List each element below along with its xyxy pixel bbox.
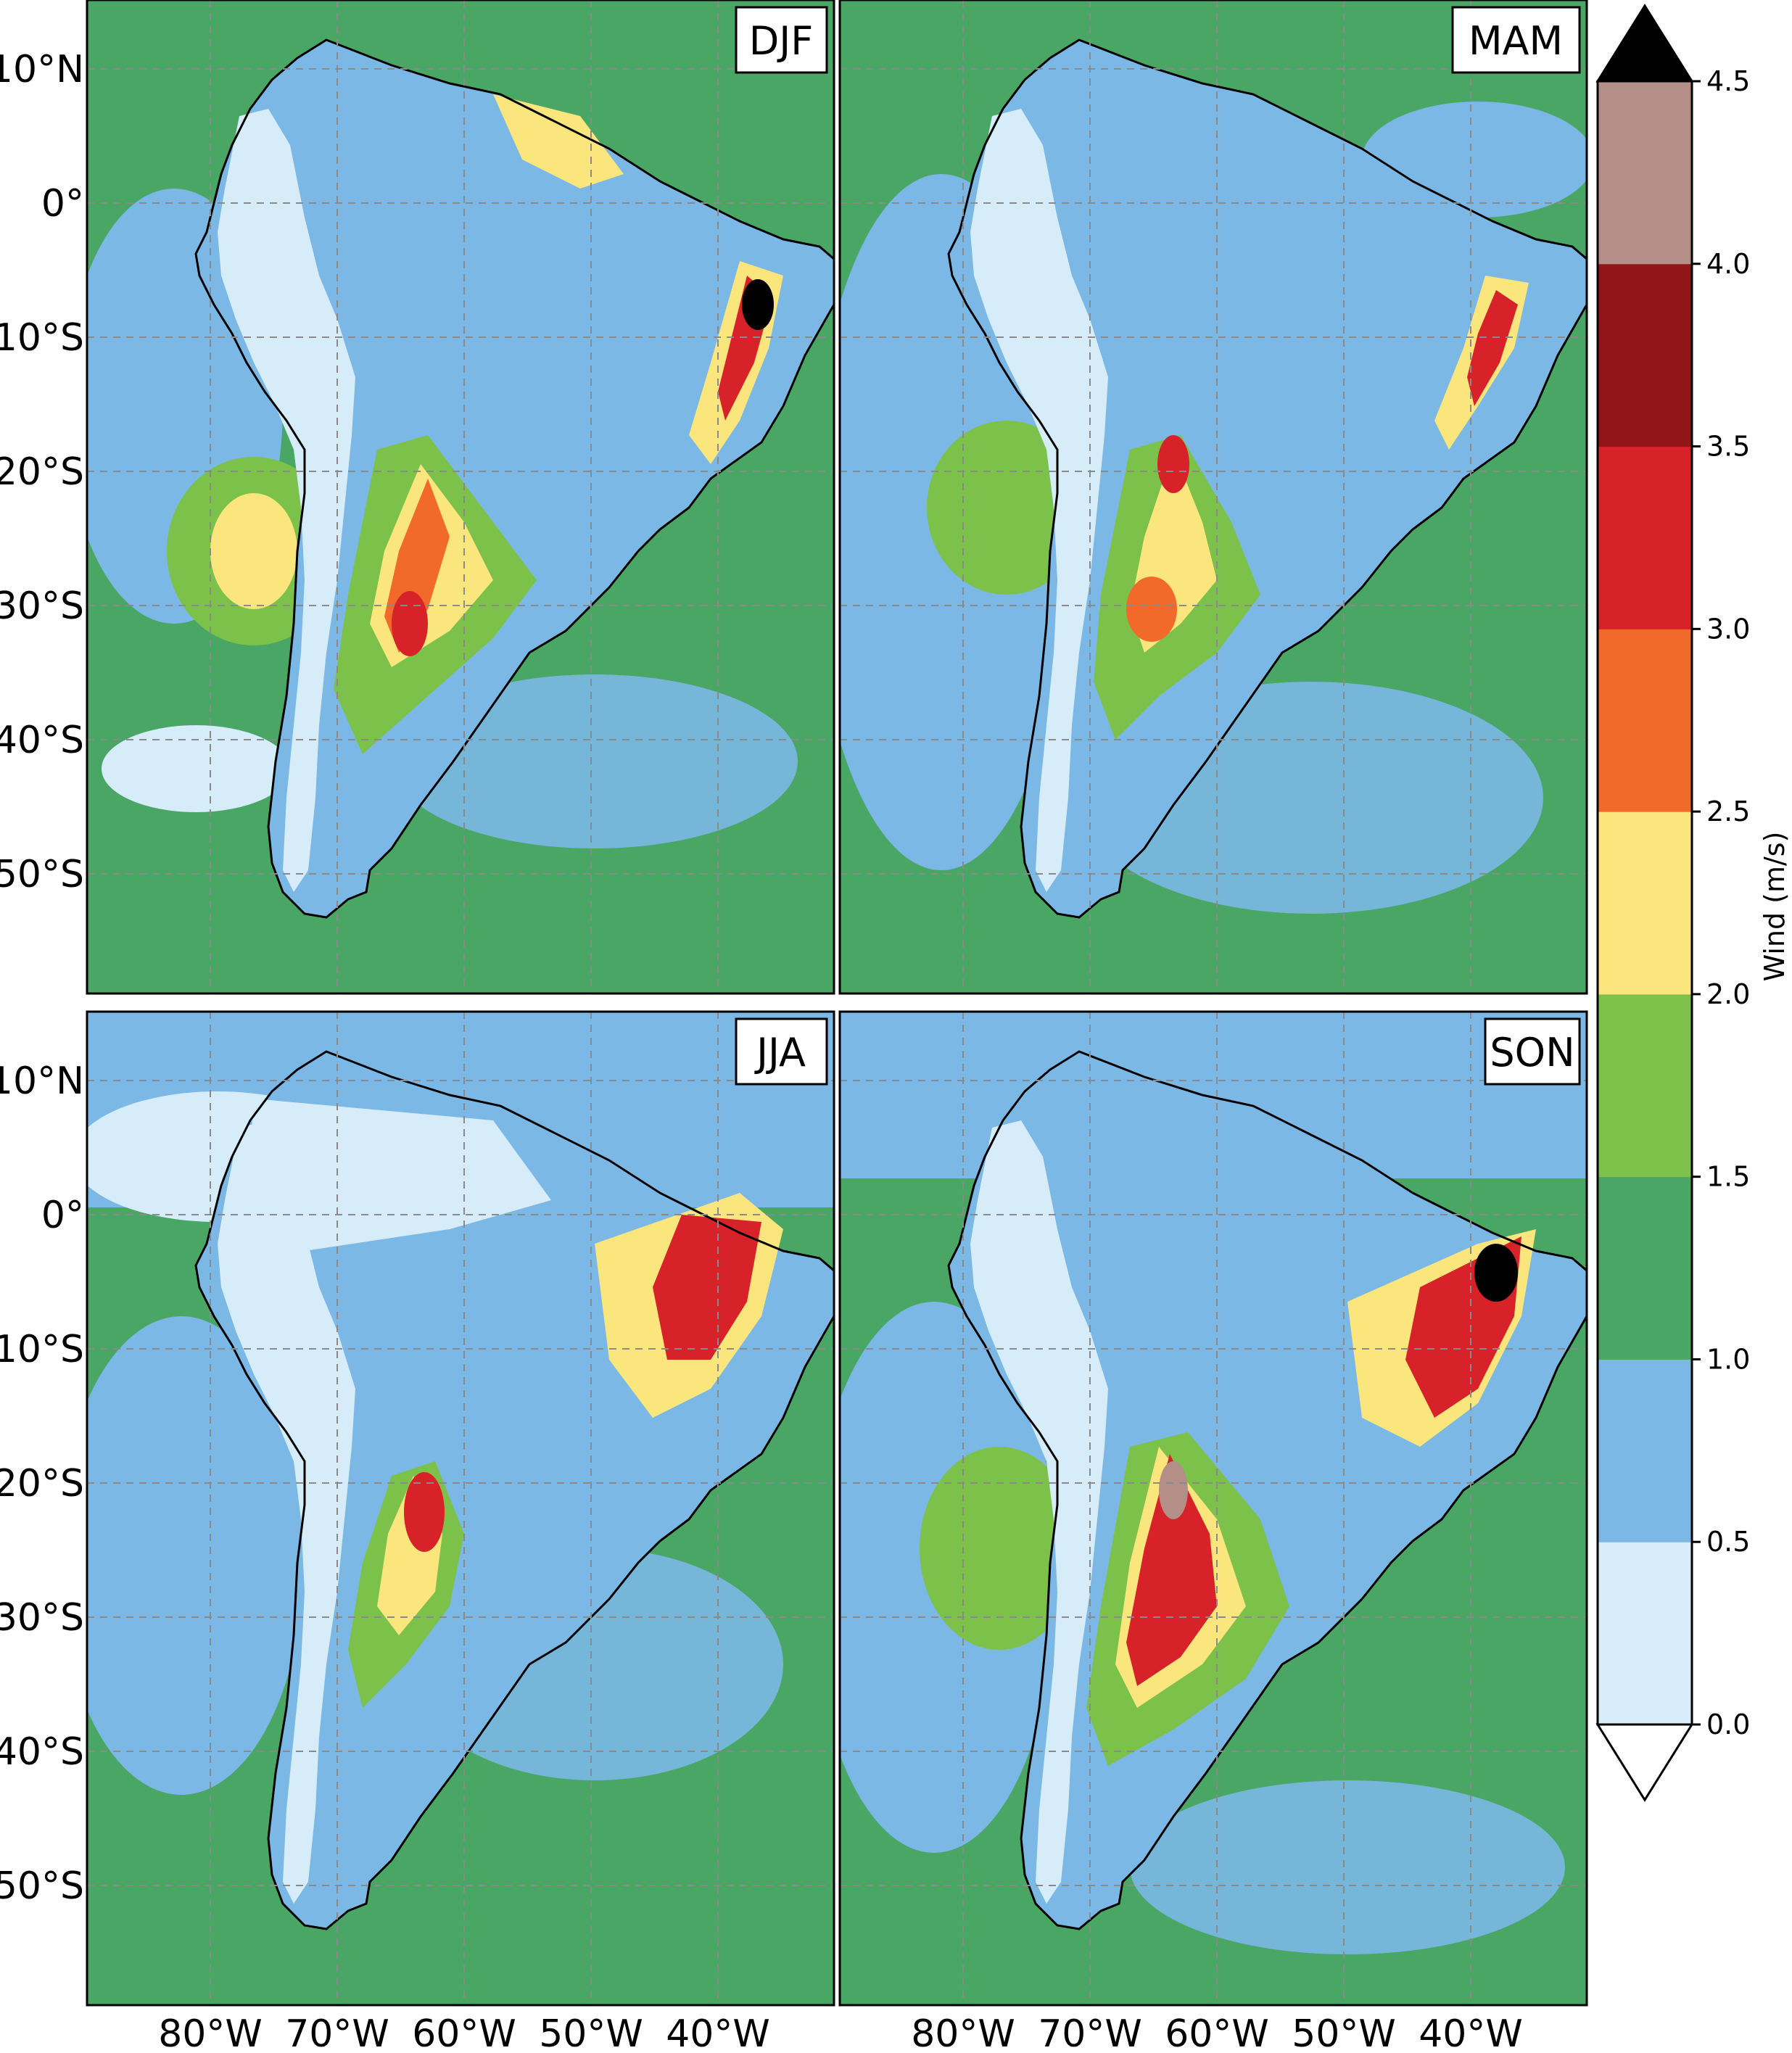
lon-tick: 50°W (1292, 2012, 1396, 2053)
lon-tick: 50°W (539, 2012, 643, 2053)
lon-tick: 80°W (158, 2012, 263, 2053)
panel-djf: DJF (86, 0, 835, 995)
colorbar-tick-label: 0.5 (1706, 1526, 1750, 1558)
lat-tick: 50°S (0, 853, 84, 896)
lat-tick: 30°S (0, 1596, 84, 1640)
pampas-strong-wind (1126, 577, 1177, 642)
lon-tick: 40°W (1419, 2012, 1523, 2053)
colorbar-tick-label: 0.0 (1706, 1709, 1750, 1740)
guiana-wind-region (493, 94, 624, 189)
panel-mam: MAM (838, 0, 1588, 995)
colorbar-over-arrow (1595, 4, 1694, 83)
pampas-core-wind (1159, 1461, 1188, 1519)
lon-tick: 60°W (1165, 2012, 1269, 2053)
panel-frame (86, 1010, 835, 2007)
colorbar-tick-label: 2.5 (1706, 796, 1750, 827)
season-label: MAM (1469, 18, 1563, 64)
ne-brazil-max-wind (742, 279, 774, 330)
gridlines (87, 0, 834, 994)
colorbar-segment (1598, 1542, 1692, 1725)
pampas-core-wind (392, 591, 428, 656)
colorbar-tick-label: 1.0 (1706, 1343, 1750, 1375)
colorbar-tick-label: 4.5 (1706, 65, 1750, 97)
panel-frame (838, 1010, 1588, 2007)
season-label-box (1451, 6, 1581, 74)
lat-tick: 30°S (0, 584, 84, 628)
season-label-box (735, 1017, 828, 1086)
colorbar-tick-label: 3.0 (1706, 613, 1750, 645)
pampas-strong-wind (1126, 1454, 1217, 1686)
colorbar-title: Wind (m/s) (1759, 832, 1791, 982)
ne-brazil-max-wind (1474, 1244, 1518, 1302)
pampas-core-wind (1157, 435, 1189, 493)
lat-tick: 40°S (0, 719, 84, 762)
atlantic-low-wind-zone (392, 674, 798, 848)
lat-tick: 10°N (0, 1059, 84, 1103)
lat-tick-labels-bottom: 10°N 0° 10°S 20°S 30°S 40°S 50°S (0, 1059, 84, 1908)
gridlines (87, 1012, 834, 2005)
lat-tick: 20°S (0, 450, 84, 494)
lat-tick-labels-top: 10°N 0° 10°S 20°S 30°S 40°S 50°S (0, 48, 84, 896)
gridlines (840, 0, 1587, 994)
colorbar-segment (1598, 1176, 1692, 1360)
ne-brazil-strong-wind (1467, 290, 1518, 406)
season-label-box (735, 6, 828, 74)
colorbar-under-arrow (1595, 1723, 1694, 1802)
lon-tick-labels-left: 80°W 70°W 60°W 50°W 40°W (158, 2012, 770, 2053)
lat-tick: 10°S (0, 1328, 84, 1371)
colorbar-tick-label: 2.0 (1706, 978, 1750, 1010)
panel-son: SON (838, 1010, 1588, 2007)
colorbar-segment (1598, 1359, 1692, 1542)
colorbar-tick-label: 4.0 (1706, 248, 1750, 280)
panel-frame (86, 0, 835, 995)
lat-tick: 40°S (0, 1730, 84, 1774)
lon-tick: 60°W (412, 2012, 516, 2053)
colorbar-segment (1598, 81, 1692, 265)
lon-tick: 70°W (1038, 2012, 1142, 2053)
colorbar-segment (1598, 811, 1692, 995)
colorbar-segment (1598, 446, 1692, 629)
lat-tick: 20°S (0, 1462, 84, 1505)
colorbar-segment (1598, 994, 1692, 1178)
colorbar-tick-label: 3.5 (1706, 431, 1750, 463)
gridlines (840, 1012, 1587, 2005)
colorbar-tick-labels: 0.0 0.5 1.0 1.5 2.0 2.5 3.0 3.5 4.0 4.5 (1692, 65, 1750, 1740)
colorbar-segment (1598, 263, 1692, 447)
lon-tick: 80°W (911, 2012, 1015, 2053)
lat-tick: 10°N (0, 48, 84, 91)
pacific-high-wind-zone (920, 1447, 1079, 1650)
colorbar-segments (1598, 81, 1692, 1725)
season-label: DJF (749, 18, 814, 64)
lat-tick: 50°S (0, 1864, 84, 1908)
colorbar: 0.0 0.5 1.0 1.5 2.0 2.5 3.0 3.5 4.0 4.5 Wind (m/s… (1595, 4, 1791, 1802)
south-atlantic-low-wind-zone (1130, 1780, 1565, 1954)
panel-frame (838, 0, 1588, 995)
colorbar-tick-label: 1.5 (1706, 1161, 1750, 1193)
pacific-low-wind-zone (87, 1316, 305, 1795)
lat-tick: 0° (41, 182, 84, 226)
lon-tick: 70°W (285, 2012, 389, 2053)
pacific-peak-wind-zone (210, 493, 297, 609)
lon-tick-labels-right: 80°W 70°W 60°W 50°W 40°W (911, 2012, 1523, 2053)
season-label-box (1484, 1017, 1581, 1086)
pacific-calm-zone (102, 725, 290, 812)
lat-tick: 0° (41, 1194, 84, 1237)
colorbar-segment (1598, 629, 1692, 812)
season-label: JJA (754, 1030, 806, 1075)
lon-tick: 40°W (666, 2012, 770, 2053)
season-label: SON (1490, 1030, 1574, 1075)
colorbar-frame (1596, 80, 1693, 1726)
amazon-calm-zone (247, 1099, 551, 1251)
pacific-high-wind-zone (927, 421, 1086, 595)
pampas-core-wind (404, 1472, 445, 1552)
lat-tick: 10°S (0, 316, 84, 360)
panel-jja: JJA (86, 1010, 835, 2007)
ne-brazil-strong-wind (653, 1215, 761, 1360)
